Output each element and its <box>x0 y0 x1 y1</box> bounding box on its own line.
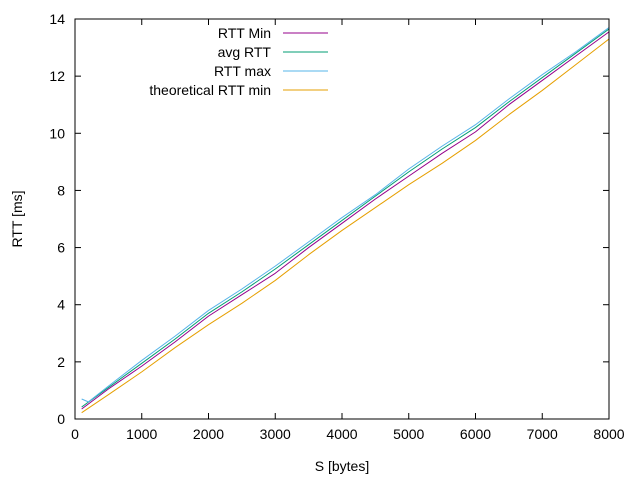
x-tick-label-7: 7000 <box>527 426 558 442</box>
legend-label-3: theoretical RTT min <box>149 82 271 98</box>
y-tick-label-7: 14 <box>49 11 65 27</box>
y-axis-label: RTT [ms] <box>9 190 25 247</box>
y-tick-label-3: 6 <box>57 240 65 256</box>
series-layer <box>81 27 610 414</box>
legend-label-2: RTT max <box>214 63 271 79</box>
x-tick-label-1: 1000 <box>126 426 157 442</box>
y-tick-label-5: 10 <box>49 125 65 141</box>
x-axis-label: S [bytes] <box>315 458 369 474</box>
y-tick-label-2: 4 <box>57 297 65 313</box>
x-tick-label-8: 8000 <box>593 426 624 442</box>
legend: RTT Min avg RTT RTT max theoretical RTT min <box>149 25 328 98</box>
x-tick-label-3: 3000 <box>260 426 291 442</box>
series-line-0 <box>81 31 610 410</box>
y-tick-label-4: 8 <box>57 182 65 198</box>
x-tick-label-5: 5000 <box>393 426 424 442</box>
x-tick-label-6: 6000 <box>460 426 491 442</box>
series-line-3 <box>81 38 610 414</box>
ticks-layer: 0 1000 2000 3000 4000 5000 6000 7000 8000 0 2 4 6 8 10… <box>49 11 624 442</box>
x-tick-label-0: 0 <box>71 426 79 442</box>
y-tick-label-6: 12 <box>49 68 65 84</box>
x-tick-label-4: 4000 <box>326 426 357 442</box>
legend-label-1: avg RTT <box>218 44 272 60</box>
series-line-1 <box>81 28 610 408</box>
series-line-2 <box>81 27 610 403</box>
x-tick-label-2: 2000 <box>193 426 224 442</box>
y-tick-label-0: 0 <box>57 411 65 427</box>
y-tick-label-1: 2 <box>57 354 65 370</box>
legend-label-0: RTT Min <box>218 25 271 41</box>
